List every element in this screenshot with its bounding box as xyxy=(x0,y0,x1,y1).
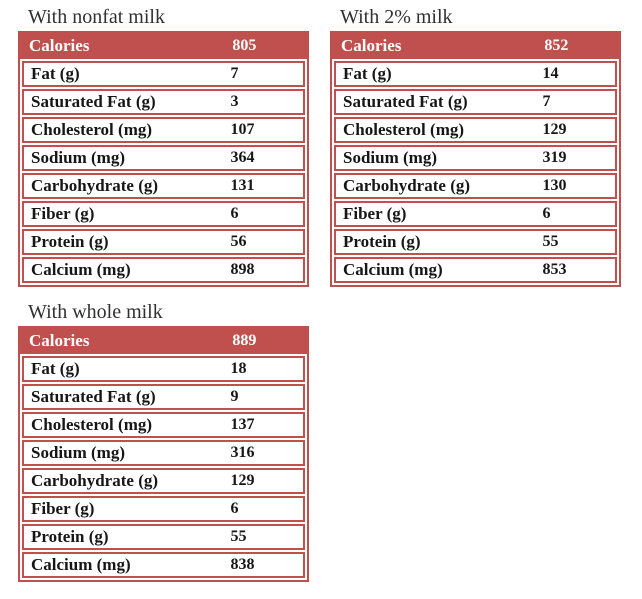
row-label: Protein (g) xyxy=(31,232,109,251)
row-value: 7 xyxy=(542,93,551,110)
row-value: 18 xyxy=(230,360,247,377)
row-value: 316 xyxy=(230,444,255,461)
table-row: Fat (g) 18 xyxy=(22,356,305,382)
row-label: Calcium (mg) xyxy=(343,260,443,279)
row-value: 898 xyxy=(230,261,255,278)
table-row: Cholesterol (mg) 129 xyxy=(334,117,617,143)
table-row: Fat (g) 14 xyxy=(334,61,617,87)
table-row: Carbohydrate (g) 130 xyxy=(334,173,617,199)
row-value: 55 xyxy=(542,233,559,250)
table-row: Protein (g) 56 xyxy=(22,229,305,255)
nutrition-block-nonfat: With nonfat milk Calories 805 Fat (g) 7 Sa… xyxy=(18,5,309,287)
row-label: Sodium (mg) xyxy=(343,148,437,167)
row-label: Cholesterol (mg) xyxy=(31,120,153,139)
row-value: 9 xyxy=(230,388,239,405)
row-label: Cholesterol (mg) xyxy=(31,415,153,434)
table-title: With nonfat milk xyxy=(28,6,165,28)
table-row: Saturated Fat (g) 3 xyxy=(22,89,305,115)
row-value: 6 xyxy=(230,205,239,222)
header-label: Calories xyxy=(341,36,402,55)
header-label: Calories xyxy=(29,36,90,55)
table-row: Saturated Fat (g) 7 xyxy=(334,89,617,115)
row-value: 319 xyxy=(542,149,567,166)
row-label: Saturated Fat (g) xyxy=(31,387,156,406)
row-label: Saturated Fat (g) xyxy=(343,92,468,111)
nutrition-table: Calories 889 Fat (g) 18 Saturated Fat (g) 9… xyxy=(18,326,309,582)
table-row: Calcium (mg) 853 xyxy=(334,257,617,283)
nutrition-table: Calories 852 Fat (g) 14 Saturated Fat (g) 7… xyxy=(330,31,621,287)
row-value: 3 xyxy=(230,93,239,110)
row-value: 14 xyxy=(542,65,559,82)
row-label: Sodium (mg) xyxy=(31,148,125,167)
header-value: 805 xyxy=(232,37,257,54)
row-label: Calcium (mg) xyxy=(31,260,131,279)
row-value: 129 xyxy=(542,121,567,138)
row-value: 131 xyxy=(230,177,255,194)
table-row: Carbohydrate (g) 129 xyxy=(22,468,305,494)
row-value: 137 xyxy=(230,416,255,433)
row-label: Carbohydrate (g) xyxy=(31,471,159,490)
row-label: Fat (g) xyxy=(31,64,80,83)
row-value: 7 xyxy=(230,65,239,82)
header-value: 852 xyxy=(544,37,569,54)
row-value: 56 xyxy=(230,233,247,250)
table-body: Fat (g) 18 Saturated Fat (g) 9 Cholesterol (… xyxy=(20,356,307,578)
row-value: 6 xyxy=(230,500,239,517)
row-label: Carbohydrate (g) xyxy=(31,176,159,195)
row-value: 364 xyxy=(230,149,255,166)
row-label: Cholesterol (mg) xyxy=(343,120,465,139)
row-label: Fiber (g) xyxy=(31,204,95,223)
table-row: Sodium (mg) 364 xyxy=(22,145,305,171)
row-label: Calcium (mg) xyxy=(31,555,131,574)
table-header-row: Calories 805 xyxy=(20,33,307,59)
nutrition-table: Calories 805 Fat (g) 7 Saturated Fat (g) 3 C… xyxy=(18,31,309,287)
row-value: 838 xyxy=(230,556,255,573)
table-row: Fat (g) 7 xyxy=(22,61,305,87)
row-label: Fat (g) xyxy=(343,64,392,83)
table-header-row: Calories 889 xyxy=(20,328,307,354)
row-label: Fiber (g) xyxy=(343,204,407,223)
row-value: 107 xyxy=(230,121,255,138)
row-label: Saturated Fat (g) xyxy=(31,92,156,111)
row-label: Carbohydrate (g) xyxy=(343,176,471,195)
table-row: Sodium (mg) 316 xyxy=(22,440,305,466)
table-row: Calcium (mg) 898 xyxy=(22,257,305,283)
row-label: Protein (g) xyxy=(31,527,109,546)
table-header-row: Calories 852 xyxy=(332,33,619,59)
row-label: Sodium (mg) xyxy=(31,443,125,462)
header-label: Calories xyxy=(29,331,90,350)
table-body: Fat (g) 7 Saturated Fat (g) 3 Cholesterol (m… xyxy=(20,61,307,283)
row-value: 6 xyxy=(542,205,551,222)
table-row: Protein (g) 55 xyxy=(334,229,617,255)
table-row: Carbohydrate (g) 131 xyxy=(22,173,305,199)
row-value: 55 xyxy=(230,528,247,545)
row-value: 129 xyxy=(230,472,255,489)
header-value: 889 xyxy=(232,332,257,349)
table-row: Cholesterol (mg) 107 xyxy=(22,117,305,143)
table-row: Fiber (g) 6 xyxy=(334,201,617,227)
table-row: Fiber (g) 6 xyxy=(22,201,305,227)
row-label: Fat (g) xyxy=(31,359,80,378)
row-value: 130 xyxy=(542,177,567,194)
table-title: With whole milk xyxy=(28,301,163,323)
table-row: Sodium (mg) 319 xyxy=(334,145,617,171)
nutrition-block-2-percent: With 2% milk Calories 852 Fat (g) 14 Satur… xyxy=(330,5,621,287)
table-row: Calcium (mg) 838 xyxy=(22,552,305,578)
table-row: Fiber (g) 6 xyxy=(22,496,305,522)
table-row: Cholesterol (mg) 137 xyxy=(22,412,305,438)
table-body: Fat (g) 14 Saturated Fat (g) 7 Cholesterol (… xyxy=(332,61,619,283)
nutrition-block-whole: With whole milk Calories 889 Fat (g) 18 Sa… xyxy=(18,300,309,582)
row-value: 853 xyxy=(542,261,567,278)
row-label: Protein (g) xyxy=(343,232,421,251)
row-label: Fiber (g) xyxy=(31,499,95,518)
table-title: With 2% milk xyxy=(340,6,453,28)
table-row: Protein (g) 55 xyxy=(22,524,305,550)
table-row: Saturated Fat (g) 9 xyxy=(22,384,305,410)
